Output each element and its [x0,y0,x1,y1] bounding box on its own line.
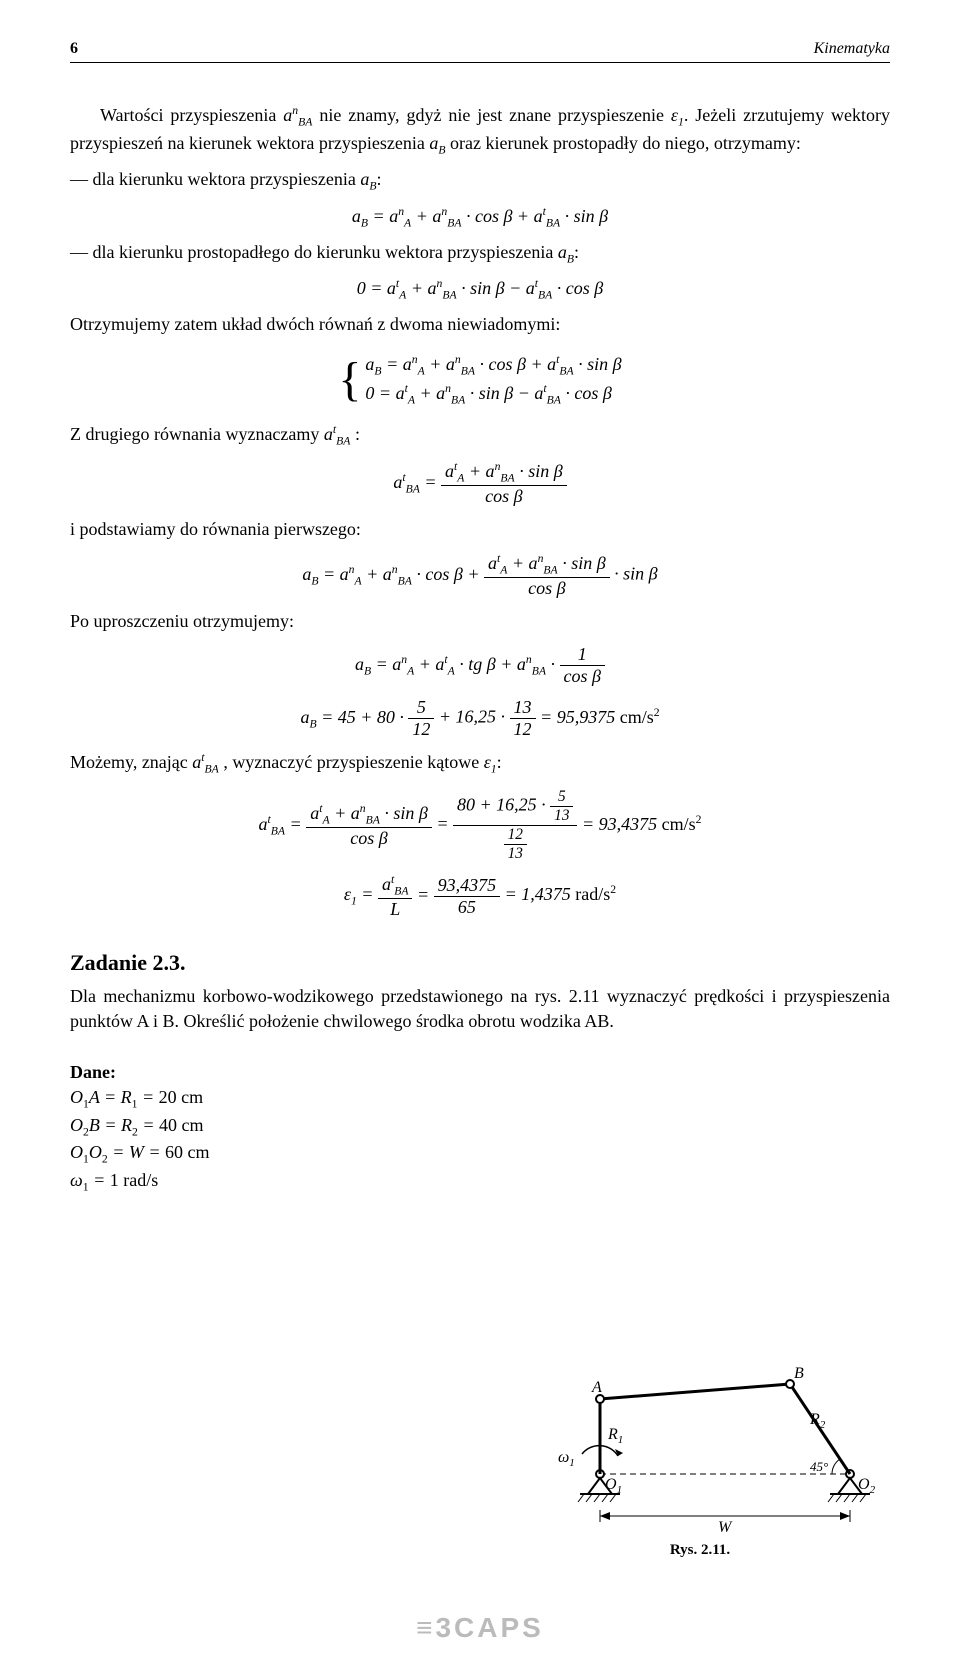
eq6-d1: 12 [408,719,434,740]
logo-text: ≡3CAPS [416,1612,544,1643]
eq6-a: aB = 45 + 80 · [300,707,408,727]
eq8-end: = 1,4375 rad/s2 [505,884,617,904]
given-list: O1A = R1 = 20 cm O2B = R2 = 40 cm O1O2 =… [70,1087,209,1193]
dash-item-2: — dla kierunku prostopadłego do kierunku… [70,240,890,268]
given-label: Dane: [70,1062,209,1083]
sym-aBAn: anBA [283,105,312,125]
dash-item-1: — dla kierunku wektora przyspieszenia aB… [70,167,890,195]
sym-aB: aB [429,133,445,153]
eq7-n2: 80 + 16,25 · 513 [453,788,577,826]
sym-eps1b: ε1 [484,752,497,772]
sym-aB2: aB [360,169,376,189]
eq5-a: aB = anA + atA · tg β + anBA · [355,654,560,674]
eq-sys-2: 0 = atA + anBA · sin β − atBA · cos β [365,382,621,407]
eq8-lhs: ε1 = [344,884,378,904]
paragraph-2: Otrzymujemy zatem układ dwóch równań z d… [70,312,890,337]
label-B: B [794,1365,804,1382]
eq4-a: aB = anA + anBA · cos β + [302,564,484,584]
sym-aBAt2: atBA [192,752,219,772]
p6-b: , wyznaczyć przyspieszenie kątowe [219,752,484,772]
eq-sys-1: aB = anA + anBA · cos β + atBA · sin β [365,353,621,378]
eq7-d1: cos β [306,828,432,849]
task-heading: Zadanie 2.3. [70,950,890,976]
p1-b: nie znamy, gdyż nie jest znane przyspies… [312,105,670,125]
eq3-num: atA + anBA · sin β [441,460,567,486]
given-3: O1O2 = W = 60 cm [70,1142,209,1166]
paragraph-1: Wartości przyspieszenia anBA nie znamy, … [70,103,890,159]
eq7-lhs: atBA = [259,814,307,834]
eq4-num: atA + anBA · sin β [484,552,610,578]
label-R1: R1 [607,1426,623,1446]
label-W: W [718,1519,733,1534]
eq1-content: aB = anA + anBA · cos β + atBA · sin β [352,206,608,226]
sym-aBAt: atBA [324,424,351,444]
paragraph-6: Możemy, znając atBA , wyznaczyć przyspie… [70,750,890,778]
eq6-b: + 16,25 · [439,707,510,727]
eq4-den: cos β [484,578,610,599]
equation-5: aB = anA + atA · tg β + anBA · 1cos β [70,644,890,687]
eq4-b: · sin β [614,564,657,584]
p6-c: : [497,752,502,772]
figure-2-11: A B O1 O2 R1 R2 ω1 45° W Rys. 2.11. [510,1354,890,1534]
eq5-num: 1 [560,644,605,666]
dash2-text: — dla kierunku prostopadłego do kierunku… [70,242,558,262]
eq3-lhs: atBA = [393,472,441,492]
eq8-d1: L [378,899,413,920]
eq6-n1: 5 [408,697,434,719]
p1-a: Wartości przyspieszenia [100,105,283,125]
p3-a: Z drugiego równania wyznaczamy [70,424,324,444]
dash1-end: : [377,169,382,189]
given-2: O2B = R2 = 40 cm [70,1115,209,1139]
chapter-title: Kinematyka [814,40,890,58]
label-omega: ω1 [558,1449,575,1469]
page-number: 6 [70,40,78,58]
brace-icon: { [338,352,361,407]
eq3-den: cos β [441,486,567,507]
equation-8: ε1 = atBAL = 93,437565 = 1,4375 rad/s2 [70,873,890,920]
paragraph-4: i podstawiamy do równania pierwszego: [70,517,890,542]
eq7-d2: 1213 [453,826,577,863]
eq7-mid: = [436,814,453,834]
p1-d: oraz kierunek prostopadły do niego, otrz… [446,133,801,153]
page-header: 6 Kinematyka [70,40,890,63]
label-angle: 45° [810,1459,828,1474]
equation-1: aB = anA + anBA · cos β + atBA · sin β [70,205,890,230]
figure-caption: Rys. 2.11. [510,1542,890,1559]
equation-7: atBA = atA + anBA · sin βcos β = 80 + 16… [70,788,890,863]
dash1-text: — dla kierunku wektora przyspieszenia [70,169,360,189]
mechanism-diagram: A B O1 O2 R1 R2 ω1 45° W [510,1354,890,1534]
eq2-content: 0 = atA + anBA · sin β − atBA · cos β [357,278,603,298]
eq7-n1: atA + anBA · sin β [306,802,432,828]
equation-6: aB = 45 + 80 · 512 + 16,25 · 1312 = 95,9… [70,697,890,740]
sym-aB3: aB [558,242,574,262]
footer-logo: ≡3CAPS [0,1612,960,1644]
equation-system: { aB = anA + anBA · cos β + atBA · sin β… [70,349,890,410]
paragraph-5: Po uproszczeniu otrzymujemy: [70,609,890,634]
eq8-n2: 93,4375 [434,875,501,897]
equation-2: 0 = atA + anBA · sin β − atBA · cos β [70,277,890,302]
label-A: A [591,1379,602,1396]
equation-4: aB = anA + anBA · cos β + atA + anBA · s… [70,552,890,599]
task-text: Dla mechanizmu korbowo-wodzikowego przed… [70,984,890,1034]
paragraph-3: Z drugiego równania wyznaczamy atBA : [70,422,890,450]
given-1: O1A = R1 = 20 cm [70,1087,209,1111]
eq5-den: cos β [560,666,605,687]
sym-eps1: ε1 [671,105,684,125]
given-4: ω1 = 1 rad/s [70,1170,209,1194]
eq6-n2: 13 [510,697,536,719]
eq6-d2: 12 [510,719,536,740]
p3-b: : [350,424,360,444]
equation-3: atBA = atA + anBA · sin βcos β [70,460,890,507]
eq8-mid: = [417,884,434,904]
label-R2: R2 [809,1411,826,1431]
eq6-c: = 95,9375 cm/s2 [540,707,660,727]
eq8-n1: atBA [378,873,413,899]
eq7-end: = 93,4375 cm/s2 [582,814,702,834]
dash2-end: : [574,242,579,262]
p6-a: Możemy, znając [70,752,192,772]
eq8-d2: 65 [434,897,501,918]
